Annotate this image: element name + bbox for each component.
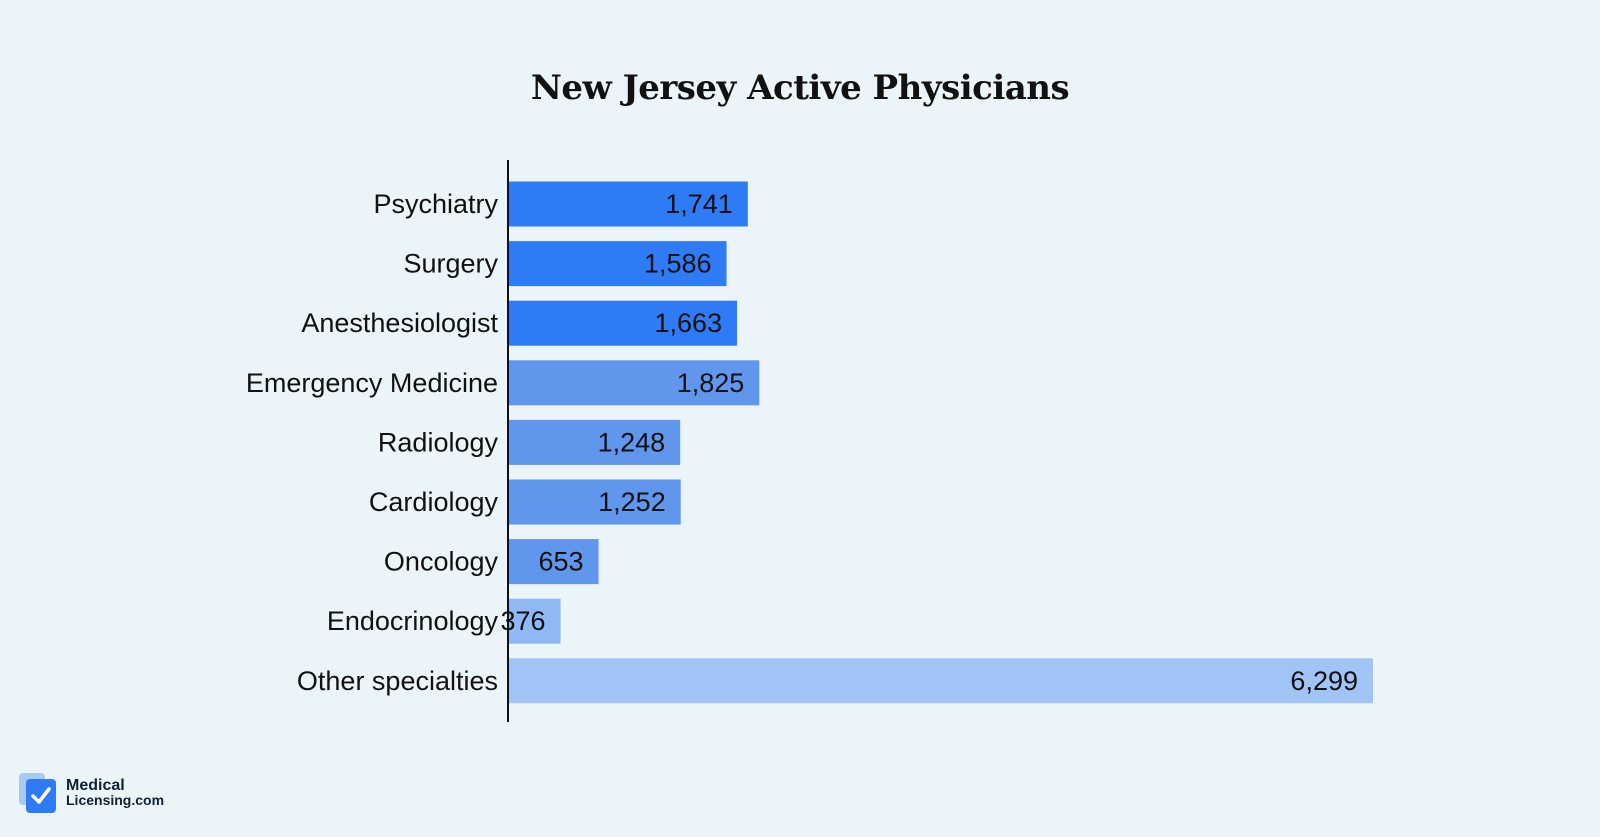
value-label-oncology: 653 [539, 547, 584, 577]
value-label-psychiatry: 1,741 [665, 189, 733, 219]
value-label-surgery: 1,586 [644, 249, 712, 279]
value-label-radiology: 1,248 [598, 427, 666, 457]
bar-radiology [509, 419, 681, 465]
bar-endocrinology [509, 598, 561, 644]
bar-oncology [509, 539, 599, 585]
logo-text-licensing: Licensing.com [66, 792, 165, 808]
category-label-oncology: Oncology [384, 547, 499, 577]
checkmark-document-icon [19, 773, 56, 813]
bar-surgery [509, 241, 727, 287]
bar-psychiatry [509, 181, 748, 227]
category-label-psychiatry: Psychiatry [373, 189, 498, 219]
bar-emergency-medicine [509, 360, 760, 406]
category-label-radiology: Radiology [378, 427, 499, 457]
bar-cardiology [509, 479, 681, 525]
chart-title: New Jersey Active Physicians [530, 68, 1070, 108]
bar-other-specialties [509, 658, 1373, 704]
logo-text-medical: Medical [66, 777, 125, 794]
value-label-endocrinology: 376 [501, 606, 546, 636]
bars-group: Psychiatry 1,741 Surgery 1,586 Anesthesiolog… [246, 181, 1373, 704]
value-label-cardiology: 1,252 [598, 487, 666, 517]
value-label-anesthesiologist: 1,663 [655, 308, 723, 338]
bar-anesthesiologist [509, 300, 738, 346]
value-label-other-specialties: 6,299 [1290, 666, 1358, 696]
value-label-emergency-medicine: 1,825 [677, 368, 745, 398]
category-label-surgery: Surgery [403, 249, 498, 279]
category-label-endocrinology: Endocrinology [327, 606, 499, 636]
category-label-cardiology: Cardiology [369, 487, 499, 517]
category-label-anesthesiologist: Anesthesiologist [301, 308, 498, 338]
brand-logo: Medical Licensing.com [18, 773, 164, 813]
category-label-emergency-medicine: Emergency Medicine [246, 368, 498, 398]
category-label-other-specialties: Other specialties [297, 666, 498, 696]
